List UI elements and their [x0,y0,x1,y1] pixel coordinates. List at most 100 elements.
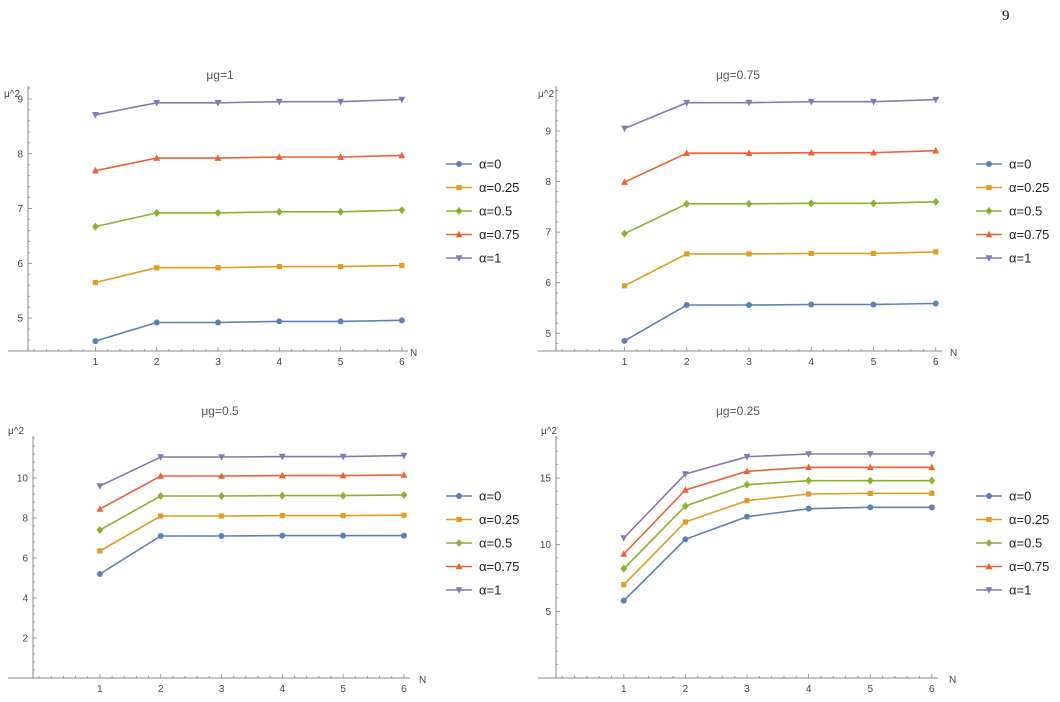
x-tick-label: 1 [622,357,628,368]
series-0 [92,317,405,345]
y-axis-label: μ^2 [4,89,20,100]
series-line [95,98,402,116]
data-point [337,264,344,270]
data-point [214,99,222,107]
series-4 [620,451,936,542]
legend-marker [985,255,993,262]
legend-label: α=0.25 [479,180,519,195]
series-line [623,479,932,570]
legend-entry: α=0 [976,489,1031,504]
data-point [683,99,691,107]
legend-entry: α=0.5 [976,204,1042,219]
x-tick-label: 6 [929,684,935,695]
data-point [932,197,940,206]
data-point [620,597,627,604]
series-line [623,492,932,586]
data-point [97,548,103,554]
series-0 [621,300,939,344]
series-line [99,494,404,531]
y-tick-label: 7 [545,228,551,239]
data-point [867,490,873,496]
data-point [154,265,160,271]
x-tick-label: 5 [871,357,877,368]
legend-label: α=0.75 [1009,559,1049,574]
x-tick-label: 1 [621,684,627,695]
x-tick-label: 2 [684,357,690,368]
series-3 [92,151,406,174]
series-0 [96,532,407,577]
y-tick-label: 5 [545,329,551,340]
legend-label: α=1 [479,583,501,598]
data-point [278,491,286,500]
series-3 [620,463,936,557]
legend-marker [455,562,463,570]
data-point [806,491,812,497]
series-line [95,154,402,172]
chart-panel-top-right: μg=0.75 μ^2 N 1 2 3 4 5 6 5 6 7 8 9 α=0 α=0.25 α=0.5 α=0.… [530,60,1060,370]
x-tick-label: 5 [867,684,873,695]
data-point [340,513,346,519]
series-line [95,319,402,342]
chart-panel-bottom-right: μg=0.25 μ^2 N 1 2 3 4 5 6 5 10 15 α=0 α=0.25 α=0.5 α=0.… [530,398,1060,698]
data-point [805,505,812,512]
data-point [278,471,286,479]
y-tick-label: 8 [545,177,551,188]
y-axis-label: μ^2 [538,89,554,100]
data-point [96,483,104,490]
data-point [743,453,751,461]
series-2 [92,206,406,231]
y-tick-label: 10 [17,474,29,485]
series-line [623,453,932,539]
data-point [215,319,221,326]
legend-entry: α=0 [446,157,501,172]
data-point [92,279,99,286]
data-point [808,250,814,256]
data-point [928,504,935,511]
data-point [96,571,103,577]
x-tick-label: 4 [808,357,814,368]
data-point [218,472,225,479]
series-line [624,149,936,183]
legend-entry: α=0.5 [446,536,512,551]
x-axis-label: N [410,348,417,359]
legend-marker [986,184,992,191]
data-point [866,476,874,485]
legend-marker [985,207,993,215]
data-point [400,452,408,460]
y-tick-label: 8 [22,514,28,525]
legend-entry: α=1 [976,583,1031,598]
data-point [337,318,344,325]
legend-label: α=0 [1009,489,1031,504]
data-point [684,251,690,257]
x-tick-label: 1 [97,684,103,695]
data-point [933,249,939,255]
data-point [744,498,750,504]
series-4 [92,96,406,119]
data-point [807,148,815,156]
data-point [214,154,222,161]
data-point [866,451,874,458]
x-tick-label: 1 [93,357,99,368]
series-4 [621,96,940,133]
legend-marker [455,587,463,594]
data-point [275,153,283,160]
chart-title: μg=1 [206,68,234,82]
data-point [681,471,689,478]
series-3 [621,146,940,185]
data-point [340,532,347,539]
legend-label: α=0.75 [479,227,519,242]
legend-entry: α=0.25 [446,180,519,195]
data-point [275,207,283,216]
data-point [157,492,165,500]
data-point [400,532,407,539]
data-point [746,301,752,308]
series-2 [621,197,940,238]
data-point [398,96,406,104]
data-point [866,463,874,471]
legend-entry: α=1 [446,251,501,266]
data-point [218,513,225,519]
data-point [620,550,628,557]
data-point [745,99,753,107]
data-point [745,199,753,208]
series-line [623,506,932,602]
